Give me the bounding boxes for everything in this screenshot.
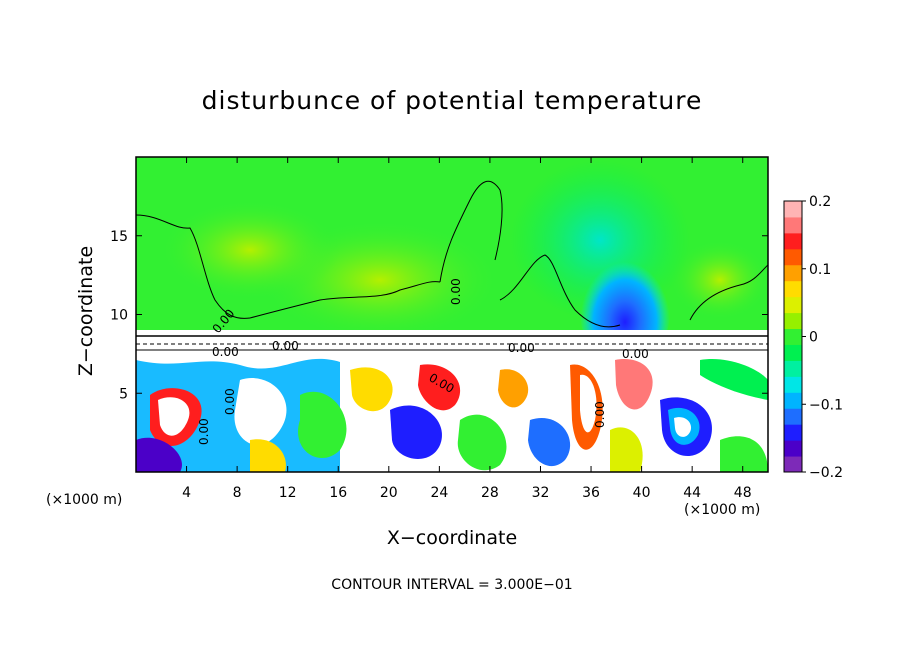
x-axis: 4 8 12 16 20 24 28 32 36 40 44 48	[182, 157, 752, 501]
colorbar-swatch	[784, 296, 802, 314]
x-unit-label-right: (×1000 m)	[684, 502, 761, 518]
colorbar-swatch	[784, 280, 802, 298]
x-tick-label: 4	[182, 485, 191, 501]
y-tick-label: 5	[119, 386, 128, 402]
x-axis-label: X−coordinate	[386, 527, 518, 549]
contour-label: 0.00	[508, 341, 535, 355]
contour-label: 0.00	[197, 418, 211, 445]
x-tick-label: 12	[279, 485, 297, 501]
x-tick-label: 44	[683, 485, 701, 501]
contour-lines	[136, 180, 768, 351]
x-tick-label: 24	[430, 485, 448, 501]
colorbar-swatch	[784, 248, 802, 266]
contour-label: 0.00	[212, 345, 239, 359]
x-tick-label: 16	[329, 485, 347, 501]
x-tick-label: 20	[380, 485, 398, 501]
colorbar-swatch	[784, 201, 802, 218]
colorbar-swatch	[784, 232, 802, 250]
x-tick-label: 40	[633, 485, 651, 501]
colorbar-swatch	[784, 216, 802, 234]
x-tick-label: 36	[582, 485, 600, 501]
colorbar-swatch	[784, 344, 802, 361]
heatmap-field: 0.00 0.00 0.00 0.00 0.00 0.00 0.00 0.00 …	[136, 157, 768, 472]
colorbar-swatch	[784, 376, 802, 393]
chart-title: disturbunce of potential temperature	[201, 86, 703, 115]
x-tick-label: 48	[734, 485, 752, 501]
x-tick-label: 32	[532, 485, 550, 501]
contour-label: 0.00	[622, 347, 649, 361]
contour-interval-note: CONTOUR INTERVAL = 3.000E−01	[331, 577, 573, 593]
colorbar-swatch	[784, 424, 802, 441]
colorbar-swatch	[784, 392, 802, 409]
colorbar-swatch	[784, 360, 802, 377]
colorbar-swatch	[784, 456, 802, 473]
colorbar-swatch	[784, 328, 802, 345]
x-tick-label: 28	[481, 485, 499, 501]
contour-label: 0.00	[449, 278, 463, 305]
turbulent-patches	[136, 358, 768, 472]
colorbar-swatch	[784, 408, 802, 425]
colorbar-swatch	[784, 440, 802, 457]
y-axis: 5 10 15	[110, 229, 768, 402]
colorbar-tick-label: −0.1	[809, 397, 843, 413]
colorbar-tick-label: 0	[809, 330, 818, 346]
colorbar-swatch	[784, 264, 802, 282]
colorbar-tick-label: 0.2	[809, 194, 831, 210]
x-unit-label: (×1000 m)	[46, 492, 123, 508]
y-tick-label: 10	[110, 308, 128, 324]
colorbar-tick-label: −0.2	[809, 465, 843, 481]
colorbar-tick-label: 0.1	[809, 262, 831, 278]
x-tick-label: 8	[233, 485, 242, 501]
contour-label: 0.00	[593, 401, 607, 428]
y-axis-label: Z−coordinate	[75, 245, 97, 377]
contour-label: 0.00	[223, 388, 237, 415]
y-tick-label: 15	[110, 229, 128, 245]
contour-label: 0.00	[272, 339, 299, 353]
colorbar: 0.2 0.1 0 −0.1 −0.2	[783, 194, 843, 481]
colorbar-swatch	[784, 312, 802, 330]
